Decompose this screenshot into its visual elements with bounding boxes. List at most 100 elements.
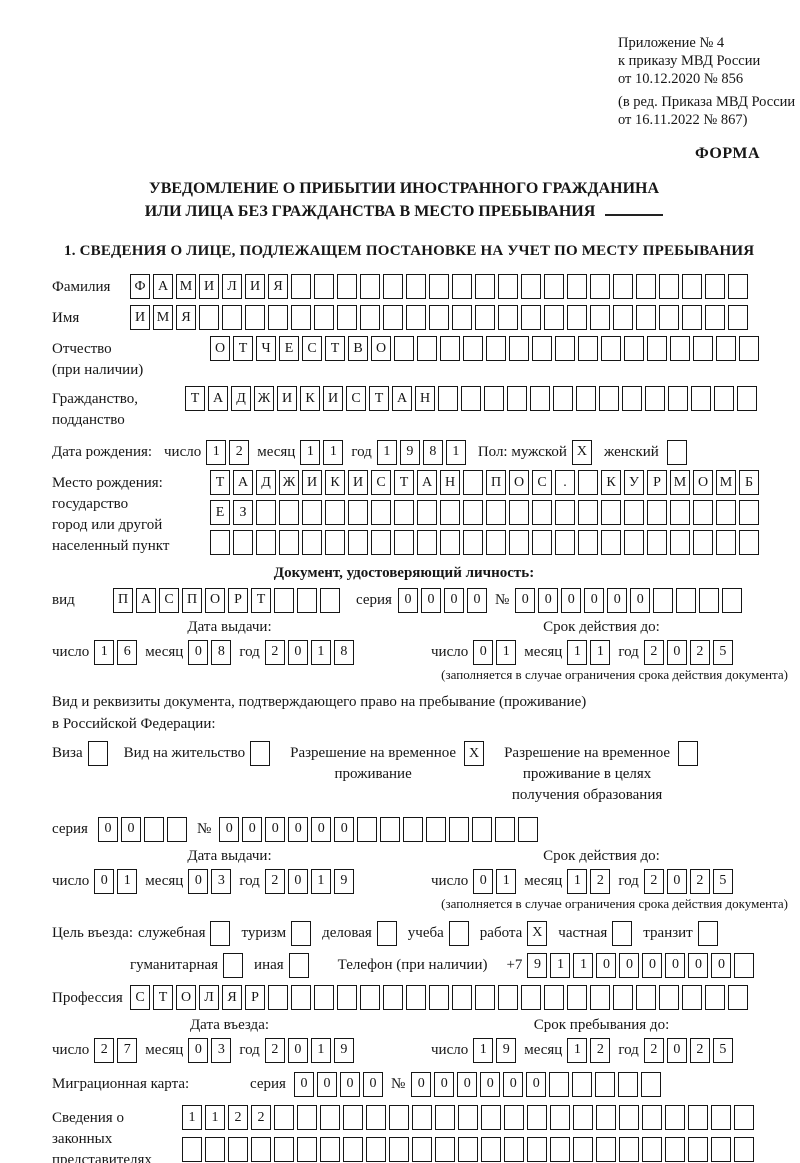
char-box[interactable]: Т [185, 386, 205, 411]
char-box[interactable]: 2 [643, 639, 664, 665]
char-box[interactable]: 8 [211, 639, 232, 665]
char-box[interactable] [572, 1071, 593, 1097]
char-box[interactable] [678, 741, 699, 766]
char-box[interactable]: 0 [688, 952, 709, 978]
char-box[interactable]: О [371, 336, 391, 361]
char-box[interactable] [578, 530, 598, 555]
char-box[interactable] [205, 1137, 225, 1162]
char-box[interactable] [481, 1137, 501, 1162]
char-box[interactable]: Ф [130, 274, 150, 299]
char-box[interactable] [394, 530, 414, 555]
char-box[interactable] [337, 274, 357, 299]
char-box[interactable]: 0 [97, 816, 118, 842]
char-box[interactable]: 1 [310, 639, 331, 665]
char-box[interactable]: 5 [712, 639, 733, 665]
char-box[interactable] [403, 816, 424, 842]
char-box[interactable]: 0 [311, 816, 332, 842]
char-box[interactable] [268, 985, 288, 1010]
char-box[interactable] [348, 530, 368, 555]
char-box[interactable] [210, 530, 230, 555]
char-box[interactable] [659, 305, 679, 330]
char-box[interactable]: 2 [689, 639, 710, 665]
char-box[interactable]: 1 [567, 1037, 588, 1063]
char-box[interactable] [389, 1137, 409, 1162]
char-box[interactable]: 3 [211, 868, 232, 894]
char-box[interactable] [360, 985, 380, 1010]
char-box[interactable]: 1 [567, 639, 588, 665]
char-box[interactable] [429, 305, 449, 330]
char-box[interactable] [274, 587, 294, 613]
char-box[interactable]: С [532, 470, 552, 495]
char-box[interactable] [302, 500, 322, 525]
char-box[interactable] [394, 336, 414, 361]
char-box[interactable]: Ж [279, 470, 299, 495]
char-box[interactable] [302, 530, 322, 555]
char-box[interactable]: А [233, 470, 253, 495]
char-box[interactable] [509, 530, 529, 555]
char-box[interactable] [343, 1105, 363, 1130]
char-box[interactable]: 6 [117, 639, 138, 665]
char-box[interactable] [699, 587, 720, 613]
char-box[interactable] [371, 530, 391, 555]
char-box[interactable]: Е [210, 500, 230, 525]
char-box[interactable] [670, 336, 690, 361]
char-box[interactable]: 2 [689, 868, 710, 894]
char-box[interactable]: 1 [310, 868, 331, 894]
char-box[interactable] [739, 336, 759, 361]
char-box[interactable] [458, 1105, 478, 1130]
char-box[interactable] [549, 1071, 570, 1097]
char-box[interactable] [711, 1137, 731, 1162]
char-box[interactable]: А [392, 386, 412, 411]
char-box[interactable]: 3 [211, 1037, 232, 1063]
char-box[interactable] [406, 305, 426, 330]
char-box[interactable] [578, 500, 598, 525]
char-box[interactable] [371, 500, 391, 525]
char-box[interactable]: 0 [334, 816, 355, 842]
char-box[interactable] [693, 530, 713, 555]
char-box[interactable]: М [176, 274, 196, 299]
char-box[interactable] [376, 920, 397, 946]
char-box[interactable]: Т [394, 470, 414, 495]
char-box[interactable]: А [153, 274, 173, 299]
char-box[interactable]: 0 [316, 1071, 337, 1097]
char-box[interactable] [642, 1137, 662, 1162]
char-box[interactable] [668, 386, 688, 411]
char-box[interactable] [530, 386, 550, 411]
char-box[interactable] [463, 530, 483, 555]
char-box[interactable]: Т [153, 985, 173, 1010]
char-box[interactable]: 0 [293, 1071, 314, 1097]
char-box[interactable] [182, 1137, 202, 1162]
char-box[interactable] [435, 1105, 455, 1130]
char-box[interactable] [697, 920, 718, 946]
char-box[interactable]: С [130, 985, 150, 1010]
char-box[interactable]: К [601, 470, 621, 495]
char-box[interactable] [716, 530, 736, 555]
char-box[interactable]: 0 [584, 587, 605, 613]
char-box[interactable] [665, 1105, 685, 1130]
char-box[interactable]: Я [222, 985, 242, 1010]
char-box[interactable] [521, 985, 541, 1010]
char-box[interactable]: С [346, 386, 366, 411]
char-box[interactable] [256, 530, 276, 555]
char-box[interactable]: 0 [666, 1037, 687, 1063]
char-box[interactable] [734, 1105, 754, 1130]
char-box[interactable]: 0 [666, 639, 687, 665]
char-box[interactable] [472, 816, 493, 842]
char-box[interactable] [618, 1071, 639, 1097]
char-box[interactable] [555, 336, 575, 361]
char-box[interactable]: 9 [399, 439, 420, 465]
char-box[interactable] [440, 500, 460, 525]
char-box[interactable]: 0 [515, 587, 536, 613]
char-box[interactable] [337, 985, 357, 1010]
char-box[interactable]: 1 [473, 1037, 494, 1063]
char-box[interactable]: Л [199, 985, 219, 1010]
char-box[interactable]: 0 [538, 587, 559, 613]
char-box[interactable] [325, 530, 345, 555]
char-box[interactable] [601, 500, 621, 525]
char-box[interactable] [647, 530, 667, 555]
char-box[interactable]: Т [325, 336, 345, 361]
char-box[interactable] [714, 386, 734, 411]
char-box[interactable] [383, 985, 403, 1010]
char-box[interactable] [636, 305, 656, 330]
char-box[interactable] [578, 470, 598, 495]
